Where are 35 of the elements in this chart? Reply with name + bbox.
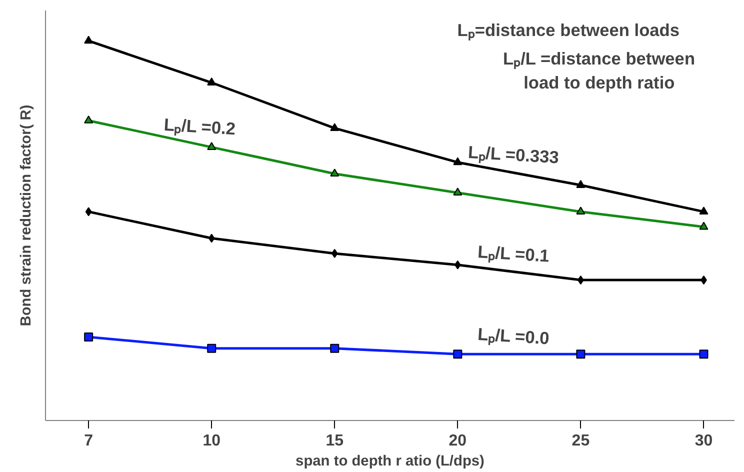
- x-tick-label: 15: [326, 432, 344, 450]
- point: [330, 168, 340, 177]
- point: [699, 350, 708, 359]
- point: [453, 157, 462, 166]
- point: [330, 344, 340, 353]
- series-label: Lₚ/L =0.333: [467, 142, 560, 168]
- point: [207, 142, 216, 150]
- point: [85, 207, 92, 216]
- point: [453, 350, 462, 359]
- point: [331, 248, 338, 258]
- x-tick-label: 7: [84, 432, 94, 450]
- point: [208, 234, 215, 243]
- annotation: Lₚ=distance between loads: [457, 20, 680, 41]
- point: [576, 180, 586, 188]
- x-axis-title: span to depth r atio (L/dps): [296, 454, 485, 470]
- series-label: Lₚ/L =0.2: [163, 114, 236, 140]
- x-tick-label: 30: [694, 432, 713, 450]
- x-tick-label: 10: [202, 432, 221, 450]
- point: [330, 123, 340, 131]
- point: [453, 188, 462, 196]
- point: [576, 206, 586, 215]
- point: [207, 78, 216, 86]
- series-label: Lₚ/L =0.0: [477, 324, 550, 350]
- x-tick-label: 20: [448, 432, 467, 450]
- point: [699, 222, 708, 230]
- point: [207, 344, 216, 353]
- y-axis-title: Bond strain reduction factor( R): [18, 104, 34, 326]
- point: [84, 115, 94, 124]
- annotation: Lₚ/L =distance between load to depth ratio: [502, 48, 696, 92]
- point: [84, 332, 94, 342]
- x-tick-label: 25: [572, 432, 590, 450]
- point: [576, 350, 586, 359]
- series-label: Lₚ/L =0.1: [477, 242, 550, 267]
- point: [84, 36, 94, 44]
- point: [699, 206, 708, 215]
